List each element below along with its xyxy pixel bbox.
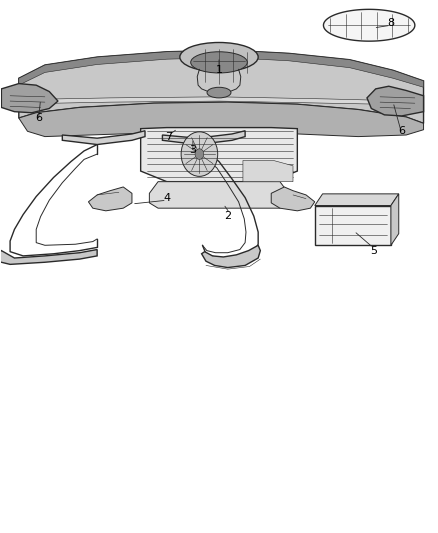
Text: 3: 3 xyxy=(189,145,196,155)
Text: 8: 8 xyxy=(387,18,395,28)
Polygon shape xyxy=(62,131,145,144)
Polygon shape xyxy=(271,187,315,211)
Text: 6: 6 xyxy=(35,113,42,123)
Polygon shape xyxy=(315,194,399,206)
Text: 6: 6 xyxy=(398,126,405,136)
Polygon shape xyxy=(141,127,297,182)
Polygon shape xyxy=(201,245,260,268)
Text: 5: 5 xyxy=(370,246,377,256)
Circle shape xyxy=(181,132,218,176)
Polygon shape xyxy=(88,187,132,211)
Circle shape xyxy=(195,149,204,159)
Ellipse shape xyxy=(207,87,231,98)
Text: 1: 1 xyxy=(215,66,223,75)
Text: 4: 4 xyxy=(163,192,170,203)
Polygon shape xyxy=(0,249,97,264)
Polygon shape xyxy=(162,131,245,144)
Polygon shape xyxy=(323,10,415,41)
Text: 2: 2 xyxy=(224,211,231,221)
Polygon shape xyxy=(19,50,424,123)
Text: 7: 7 xyxy=(166,132,173,142)
Ellipse shape xyxy=(191,52,247,73)
Ellipse shape xyxy=(180,43,258,71)
Polygon shape xyxy=(367,86,424,116)
Polygon shape xyxy=(1,84,58,113)
Polygon shape xyxy=(28,97,410,105)
Polygon shape xyxy=(391,194,399,245)
Polygon shape xyxy=(243,160,293,182)
Polygon shape xyxy=(149,182,289,208)
Polygon shape xyxy=(315,206,391,245)
Polygon shape xyxy=(19,102,424,136)
Polygon shape xyxy=(19,50,424,87)
